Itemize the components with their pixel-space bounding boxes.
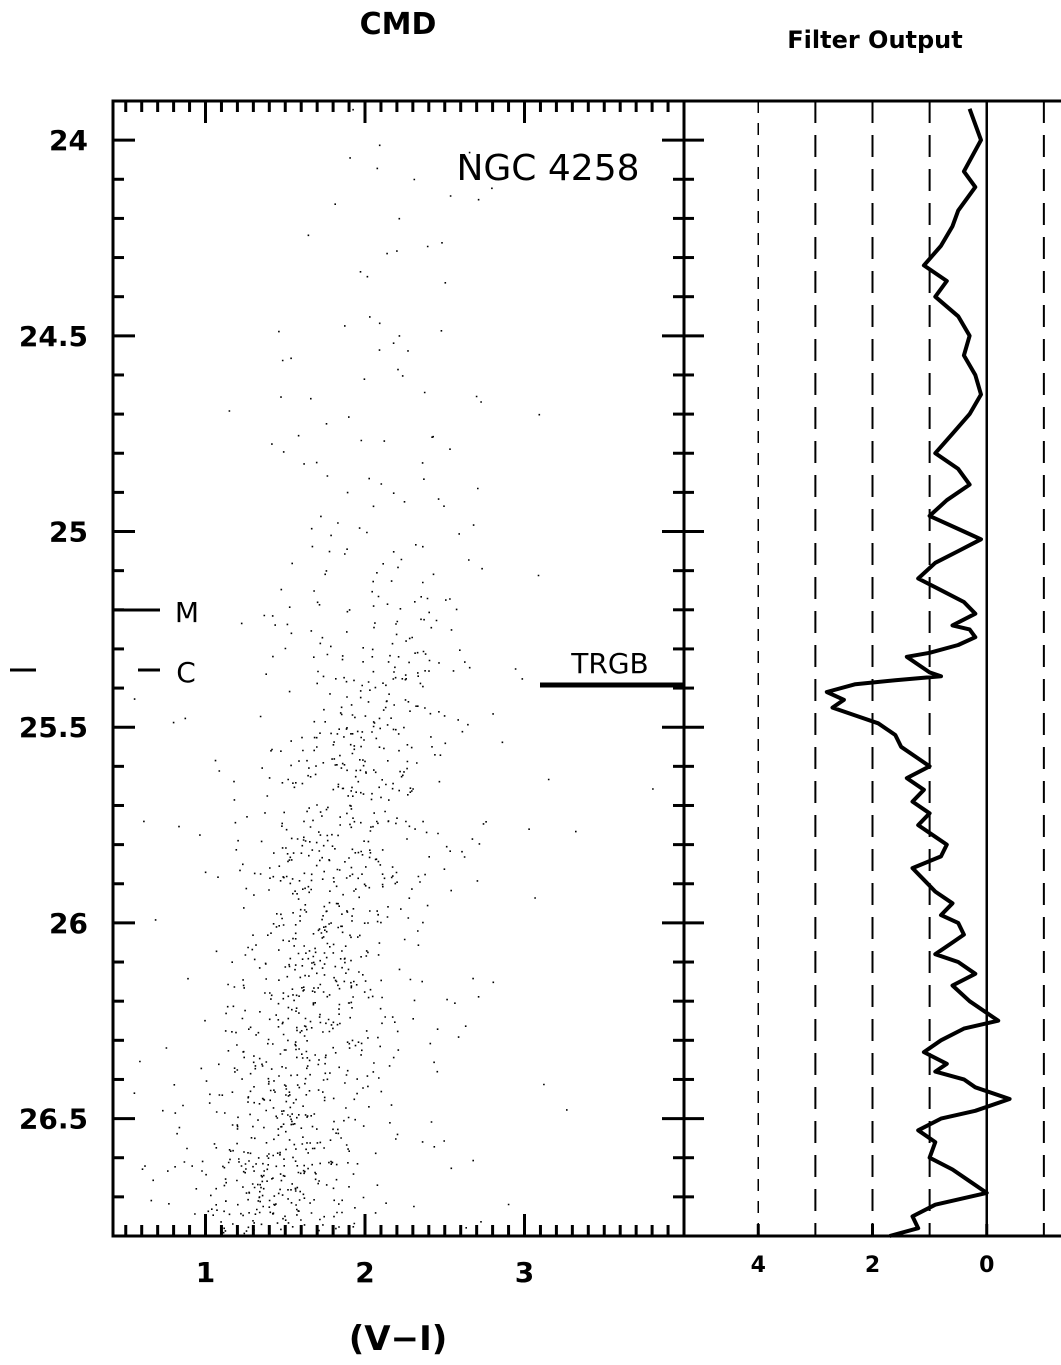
tick-labels: 24 24.5 25 25.5 26 26.5 1 2 3 4 2 0: [19, 124, 994, 1289]
cmd-ytick-label: 25: [49, 516, 88, 549]
cmd-ytick-label: 24.5: [19, 320, 88, 353]
filter-output-line: [824, 108, 1012, 1238]
c-label: C: [176, 656, 196, 689]
galaxy-label: NGC 4258: [456, 148, 639, 189]
filter-title: Filter Output: [787, 26, 963, 54]
cmd-ytick-label: 25.5: [19, 711, 88, 744]
cmd-stars-path: [133, 108, 654, 1237]
filter-xtick-label: 0: [979, 1253, 994, 1278]
cmd-star-points: [133, 108, 654, 1237]
filter-axes: [684, 99, 1061, 1238]
filter-xtick-label: 2: [865, 1253, 880, 1278]
m-label: M: [175, 596, 199, 629]
cmd-xtick-label: 3: [515, 1256, 534, 1289]
cmd-ytick-label: 26: [49, 907, 88, 940]
cmd-xtick-label: 2: [355, 1256, 374, 1289]
cmd-ytick-label: 24: [49, 124, 88, 157]
filter-xtick-label: 4: [751, 1253, 766, 1278]
cmd-ytick-label: 26.5: [19, 1103, 88, 1136]
filter-dashed-lines: [757, 101, 1045, 1236]
cmd-frame: [111, 99, 686, 1238]
cmd-x-axis-label: (V−I): [349, 1319, 448, 1359]
cmd-title: CMD: [360, 7, 437, 42]
trgb-label: TRGB: [570, 647, 648, 680]
cmd-axes: [111, 99, 686, 1238]
cmd-xtick-label: 1: [196, 1256, 215, 1289]
